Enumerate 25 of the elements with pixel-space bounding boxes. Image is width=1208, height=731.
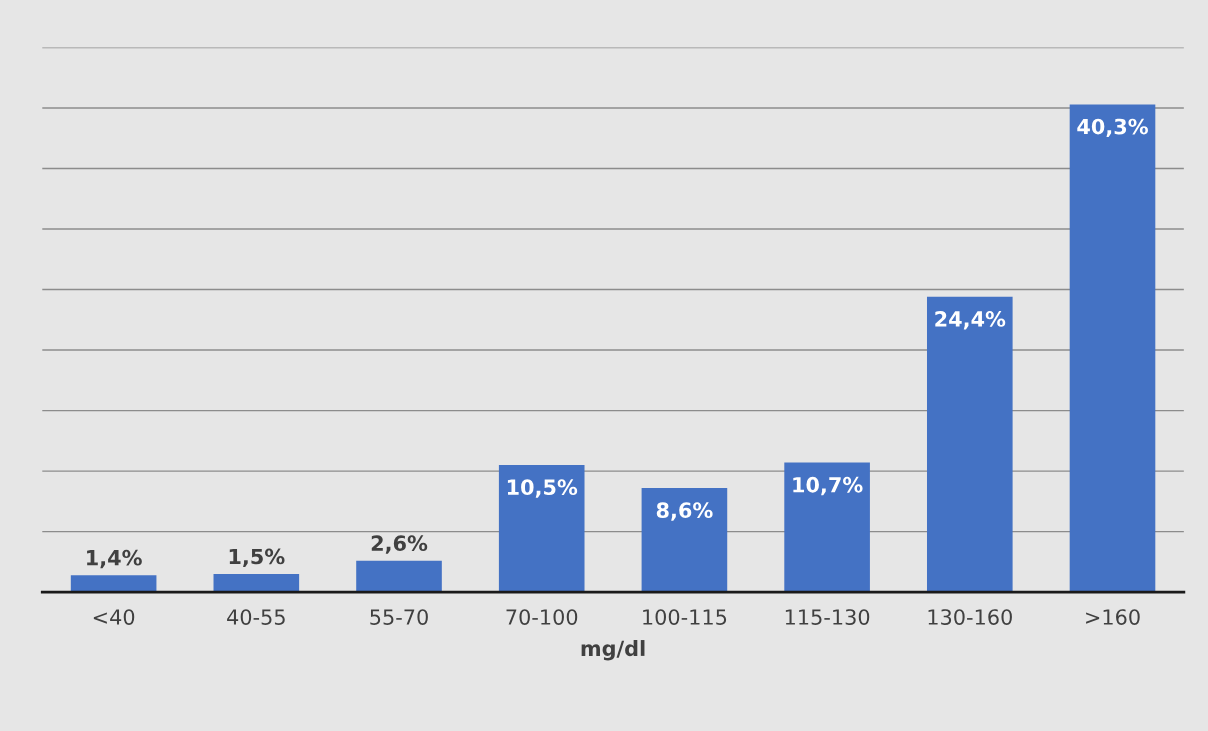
x-tick-label: >160	[1086, 609, 1140, 625]
bar	[1069, 104, 1156, 593]
data-label: 2,6%	[371, 535, 428, 554]
bar	[498, 465, 585, 593]
x-tick-label: 70-100	[506, 609, 578, 625]
bar	[641, 488, 728, 593]
x-tick-label: 130-160	[928, 609, 1012, 625]
bar	[784, 462, 870, 593]
data-label: 24,4%	[935, 311, 1006, 330]
x-tick-label: <40	[93, 609, 135, 625]
data-label: 40,3%	[1077, 118, 1148, 138]
data-label: 8,6%	[656, 502, 713, 521]
data-label: 10,5%	[507, 479, 578, 498]
bar	[213, 573, 300, 593]
data-label: 10,7%	[793, 476, 863, 496]
x-tick-label: 115-130	[785, 609, 870, 625]
bar	[926, 296, 1013, 593]
bar	[70, 575, 157, 593]
bar	[356, 560, 442, 593]
x-tick-label: 40-55	[227, 609, 285, 625]
x-axis-title: mg/dl	[581, 640, 645, 661]
x-tick-label: 55-70	[370, 609, 428, 625]
data-label: 1,4%	[87, 549, 142, 569]
data-label: 1,5%	[229, 548, 285, 568]
x-tick-label: 100-115	[643, 609, 727, 625]
